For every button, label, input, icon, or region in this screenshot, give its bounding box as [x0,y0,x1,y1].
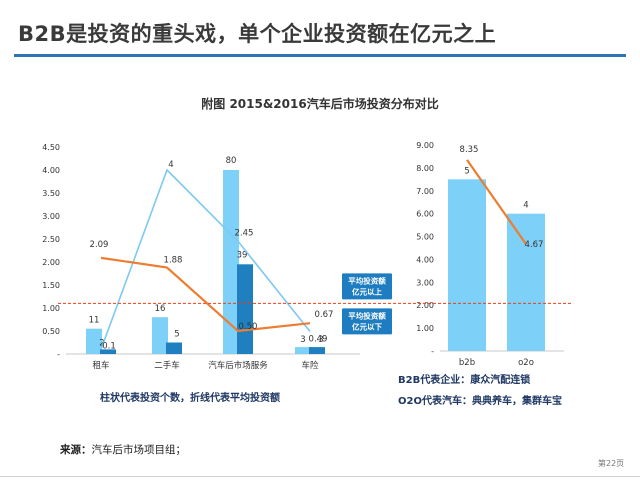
page-title: B2B是投资的重头戏，单个企业投资额在亿元之上 [18,22,497,46]
left-bar-label: 3 [318,335,323,345]
left-line-light [100,168,311,350]
right-y-tick: 6.00 [416,210,434,219]
left-line-label: 2.45 [235,228,254,238]
right-y-tick: 9.00 [416,141,434,150]
left-bar-dark [100,349,116,354]
left-y-tick: 2.50 [42,235,60,244]
left-line-label: 2.09 [90,240,109,250]
right-bar-label: 5 [464,166,469,176]
left-bar-dark [309,347,325,354]
callout-below-box [342,308,392,335]
left-y-tick: 3.00 [42,212,60,221]
callout-above-text: 平均投资额 [348,275,386,285]
callout-below-text: 亿元以下 [352,321,382,331]
right-bar-light [507,213,545,351]
left-bar-label: 80 [226,156,237,166]
left-bar-label: 3 [300,335,305,345]
left-y-tick: 0.50 [42,327,60,336]
left-bar-light [223,170,239,354]
left-y-tick: 2.00 [42,258,60,267]
right-line-label: 8.35 [460,145,479,155]
left-bar-label: 5 [174,330,179,340]
left-bar-light [295,347,311,354]
left-x-tick: 二手车 [154,360,180,371]
left-bar-dark [237,264,253,354]
right-bar-light [448,179,486,351]
right-x-tick: b2b [459,358,475,368]
b2b-representative: B2B代表企业：康众汽配连锁 [398,375,531,386]
left-y-tick: 3.50 [42,189,60,198]
title-rule [14,54,626,57]
left-caption: 柱状代表投资个数，折线代表平均投资额 [100,393,280,404]
left-bar-dark [166,342,182,354]
left-chart: 4.50 4.00 3.50 3.00 2.50 2.00 1.50 1.00 0.50 - 租车 二… [42,143,360,371]
right-line-label: 4.67 [525,240,544,250]
left-line-label: 0.1 [102,341,116,351]
left-line-label: 4 [168,160,173,170]
left-y-tick: 4.50 [42,143,60,152]
left-x-tick: 汽车后市场服务 [208,360,268,371]
callout-above-text: 亿元以上 [352,286,382,296]
right-chart: 9.00 8.00 7.00 6.00 5.00 4.00 3.00 2.00 1.00 - b2b… [416,141,564,368]
callout-below-text: 平均投资额 [348,310,386,320]
left-bar-label: 11 [89,316,100,326]
right-bar-label: 4 [523,201,528,211]
figure-title: 附图 2015&2016汽车后市场投资分布对比 [201,97,439,111]
left-x-tick: 车险 [301,360,319,371]
right-y-tick: 7.00 [416,187,434,196]
left-bar-light [152,317,168,354]
left-bar-label: 39 [237,250,248,260]
right-y-tick: 3.00 [416,278,434,287]
left-line-label: 0.67 [315,310,334,320]
left-bar-label: 16 [155,304,166,314]
left-line-label: 0.49 [309,334,328,344]
right-y-tick: 2.00 [416,301,434,310]
source-label: 来源： [60,444,92,456]
source-text: 汽车后市场项目组； [91,444,187,456]
right-x-tick: o2o [518,358,534,368]
right-line-orange [466,159,527,245]
footer-rule [0,476,640,477]
left-y-tick: 1.50 [42,281,60,290]
left-line-orange [100,256,311,333]
right-y-tick: - [431,347,434,356]
left-x-tick: 租车 [92,360,109,371]
left-bar-light [86,328,102,354]
right-y-tick: 8.00 [416,164,434,173]
left-y-tick: 1.00 [42,304,60,313]
right-y-tick: 1.00 [416,324,434,333]
o2o-representative: O2O代表汽车：典典养车，集群车宝 [398,396,562,407]
callout-above-box [342,273,392,300]
right-y-tick: 5.00 [416,233,434,242]
right-y-tick: 4.00 [416,255,434,264]
page-number: 第22页 [598,459,625,468]
source-note: 来源：汽车后市场项目组； [60,442,186,457]
left-y-tick: 4.00 [42,166,60,175]
left-y-tick: - [57,350,60,359]
left-bar-label: 2 [99,338,104,348]
left-line-label: 0.50 [239,322,258,332]
left-line-label: 1.88 [164,256,183,266]
